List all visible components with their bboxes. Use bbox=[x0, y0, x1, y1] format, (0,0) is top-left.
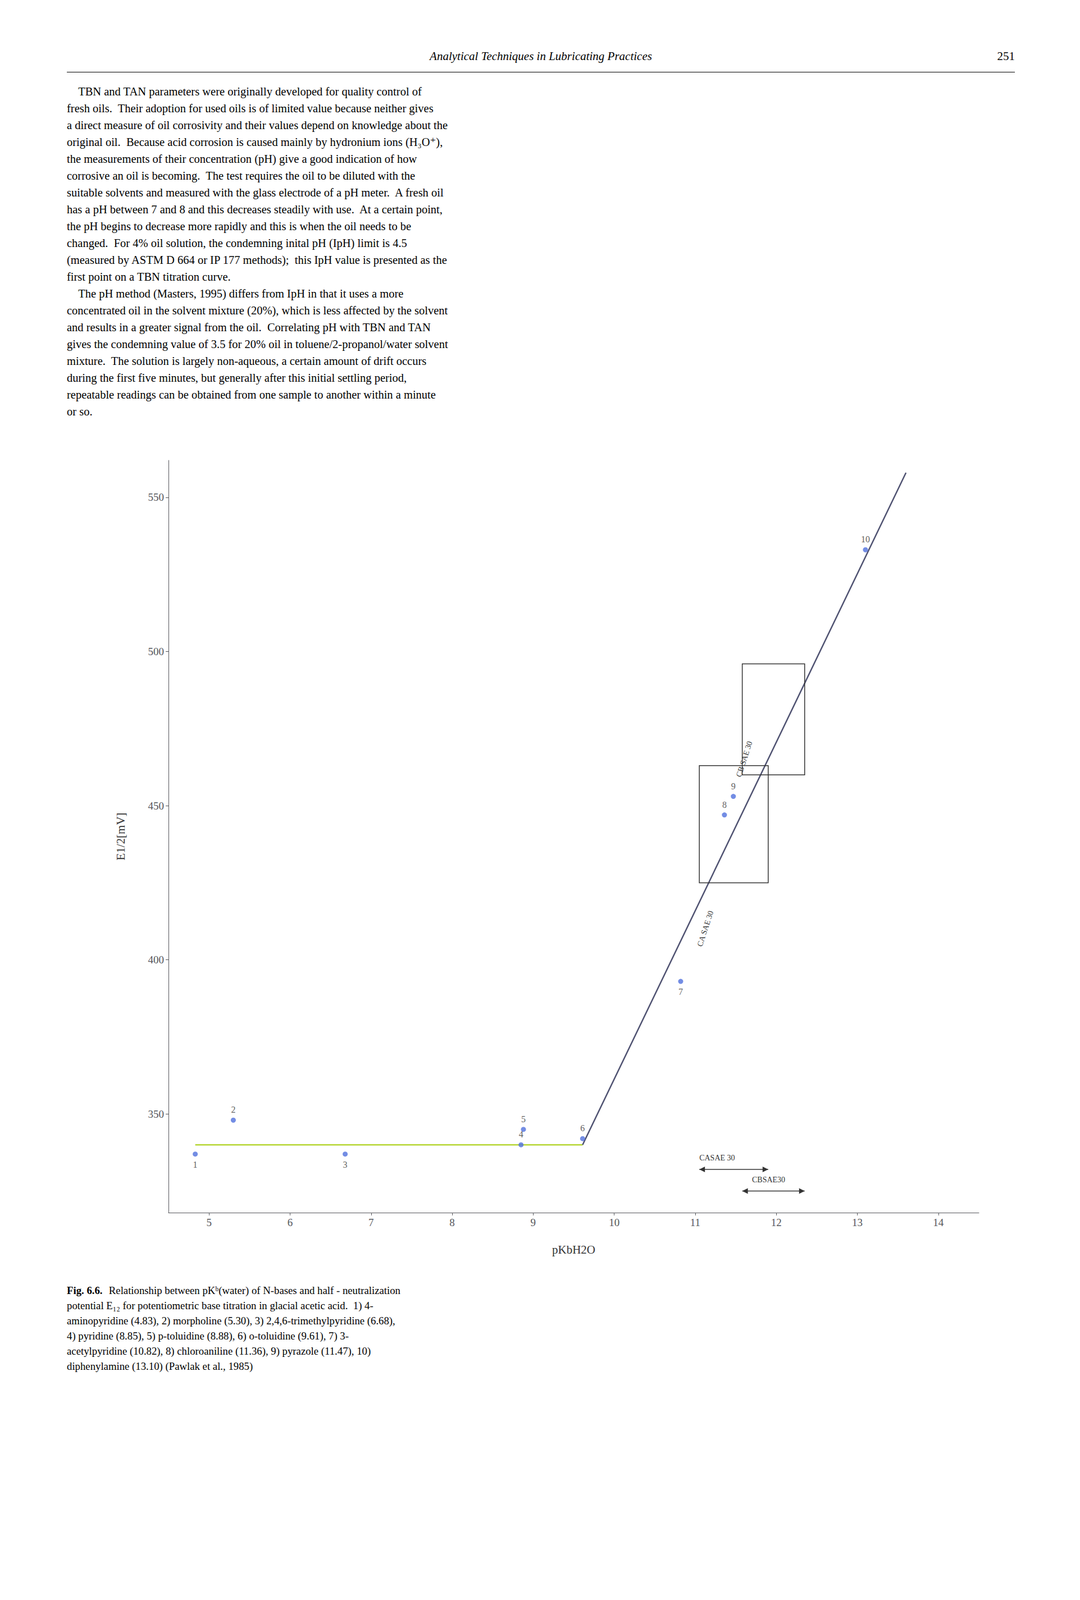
html-text:repeatable readings can be obt: repeatable readings can be obtained from… bbox=[66, 388, 436, 401]
svg-text:4: 4 bbox=[518, 1129, 524, 1140]
svg-text:CBSAE30: CBSAE30 bbox=[752, 1176, 786, 1185]
html-text:fresh oils. Their adoption for: fresh oils. Their adoption for used oils… bbox=[66, 102, 434, 115]
svg-text:2: 2 bbox=[230, 1105, 236, 1115]
html-text:(measured by ASTM D 664 or IP: (measured by ASTM D 664 or IP 177 method… bbox=[66, 253, 447, 267]
html-text:mixture. The solution is large: mixture. The solution is largely non-aqu… bbox=[66, 354, 427, 368]
svg-text:10: 10 bbox=[860, 534, 870, 545]
html-text:first point on a TBN titration: first point on a TBN titration curve. bbox=[66, 270, 231, 284]
svg-text:3: 3 bbox=[343, 1160, 348, 1170]
svg-text:450: 450 bbox=[148, 800, 165, 813]
svg-text:1: 1 bbox=[193, 1160, 198, 1170]
svg-text:CASAE 30: CASAE 30 bbox=[699, 1154, 735, 1163]
svg-text:8: 8 bbox=[449, 1217, 455, 1229]
html-text:gives the condemning value of: gives the condemning value of 3.5 for 20… bbox=[66, 338, 448, 351]
html-text:aminopyridine (4.83), 2) morph: aminopyridine (4.83), 2) morpholine (5.3… bbox=[66, 1315, 396, 1328]
html-text:The pH method (Masters, 1995): The pH method (Masters, 1995) differs fr… bbox=[66, 287, 404, 300]
svg-text:8: 8 bbox=[722, 800, 727, 810]
svg-text:6: 6 bbox=[287, 1217, 294, 1229]
svg-text:10: 10 bbox=[608, 1217, 620, 1229]
svg-text:CA SAE 30: CA SAE 30 bbox=[695, 909, 716, 948]
html-text:or so.: or so. bbox=[66, 405, 93, 418]
svg-text:400: 400 bbox=[148, 954, 165, 966]
svg-text:350: 350 bbox=[148, 1108, 165, 1121]
svg-text:CB SAE 30: CB SAE 30 bbox=[734, 740, 755, 778]
svg-text:13: 13 bbox=[851, 1217, 863, 1229]
svg-text:12: 12 bbox=[771, 1217, 782, 1229]
html-text:and results in a greater signa: and results in a greater signal from the… bbox=[66, 321, 431, 334]
svg-text:E1/2[mV]: E1/2[mV] bbox=[114, 812, 128, 861]
html-text:changed. For 4% oil solution,: changed. For 4% oil solution, the condem… bbox=[66, 237, 408, 250]
html-text:the measurements of their conc: the measurements of their concentration … bbox=[66, 152, 417, 166]
svg-text:14: 14 bbox=[932, 1217, 945, 1229]
html-text:a direct measure of oil corros: a direct measure of oil corrosivity and … bbox=[66, 119, 448, 132]
svg-text:500: 500 bbox=[148, 645, 165, 658]
html-text:acetylpyridine (10.82), 8) chl: acetylpyridine (10.82), 8) chloroaniline… bbox=[66, 1345, 371, 1358]
svg-text:9: 9 bbox=[731, 781, 736, 792]
svg-text:pKbH2O: pKbH2O bbox=[552, 1243, 596, 1257]
html-text:during the first five minutes,: during the first five minutes, but gener… bbox=[66, 371, 407, 385]
html-text:the pH begins to decrease more: the pH begins to decrease more rapidly a… bbox=[66, 220, 412, 233]
html-text:suitable solvents and measured: suitable solvents and measured with the … bbox=[66, 186, 444, 199]
html-text:TBN and TAN parameters were or: TBN and TAN parameters were originally d… bbox=[66, 85, 422, 98]
html-text:diphenylamine (13.10) (Pawlak: diphenylamine (13.10) (Pawlak et al., 19… bbox=[66, 1360, 253, 1373]
svg-text:7: 7 bbox=[678, 987, 683, 997]
svg-text:11: 11 bbox=[690, 1217, 701, 1229]
html-text:251: 251 bbox=[997, 49, 1015, 63]
svg-text:6: 6 bbox=[580, 1123, 585, 1134]
html-text:4) pyridine (8.85), 5) p-tolui: 4) pyridine (8.85), 5) p-toluidine (8.88… bbox=[66, 1330, 349, 1343]
svg-text:5: 5 bbox=[521, 1114, 526, 1125]
svg-text:550: 550 bbox=[148, 491, 165, 504]
svg-text:5: 5 bbox=[206, 1217, 212, 1229]
html-text:potential E₁₂ for potentiometr: potential E₁₂ for potentiometric base ti… bbox=[66, 1300, 374, 1312]
html-text:Analytical Techniques in Lubri: Analytical Techniques in Lubricating Pra… bbox=[429, 49, 652, 63]
html-text:concentrated oil in the solven: concentrated oil in the solvent mixture … bbox=[66, 304, 448, 317]
html-text:has a pH between 7 and 8 and t: has a pH between 7 and 8 and this decrea… bbox=[66, 203, 443, 216]
html-text:original oil. Because acid cor: original oil. Because acid corrosion is … bbox=[66, 135, 443, 149]
html-text:Fig. 6.6.: Fig. 6.6. bbox=[66, 1284, 103, 1297]
html-text:corrosive an oil is becoming.: corrosive an oil is becoming. The test r… bbox=[66, 169, 416, 182]
html-text:Relationship between pKᵇ(water: Relationship between pKᵇ(water) of N-bas… bbox=[108, 1284, 401, 1297]
svg-text:9: 9 bbox=[530, 1217, 537, 1229]
svg-text:7: 7 bbox=[368, 1217, 375, 1229]
